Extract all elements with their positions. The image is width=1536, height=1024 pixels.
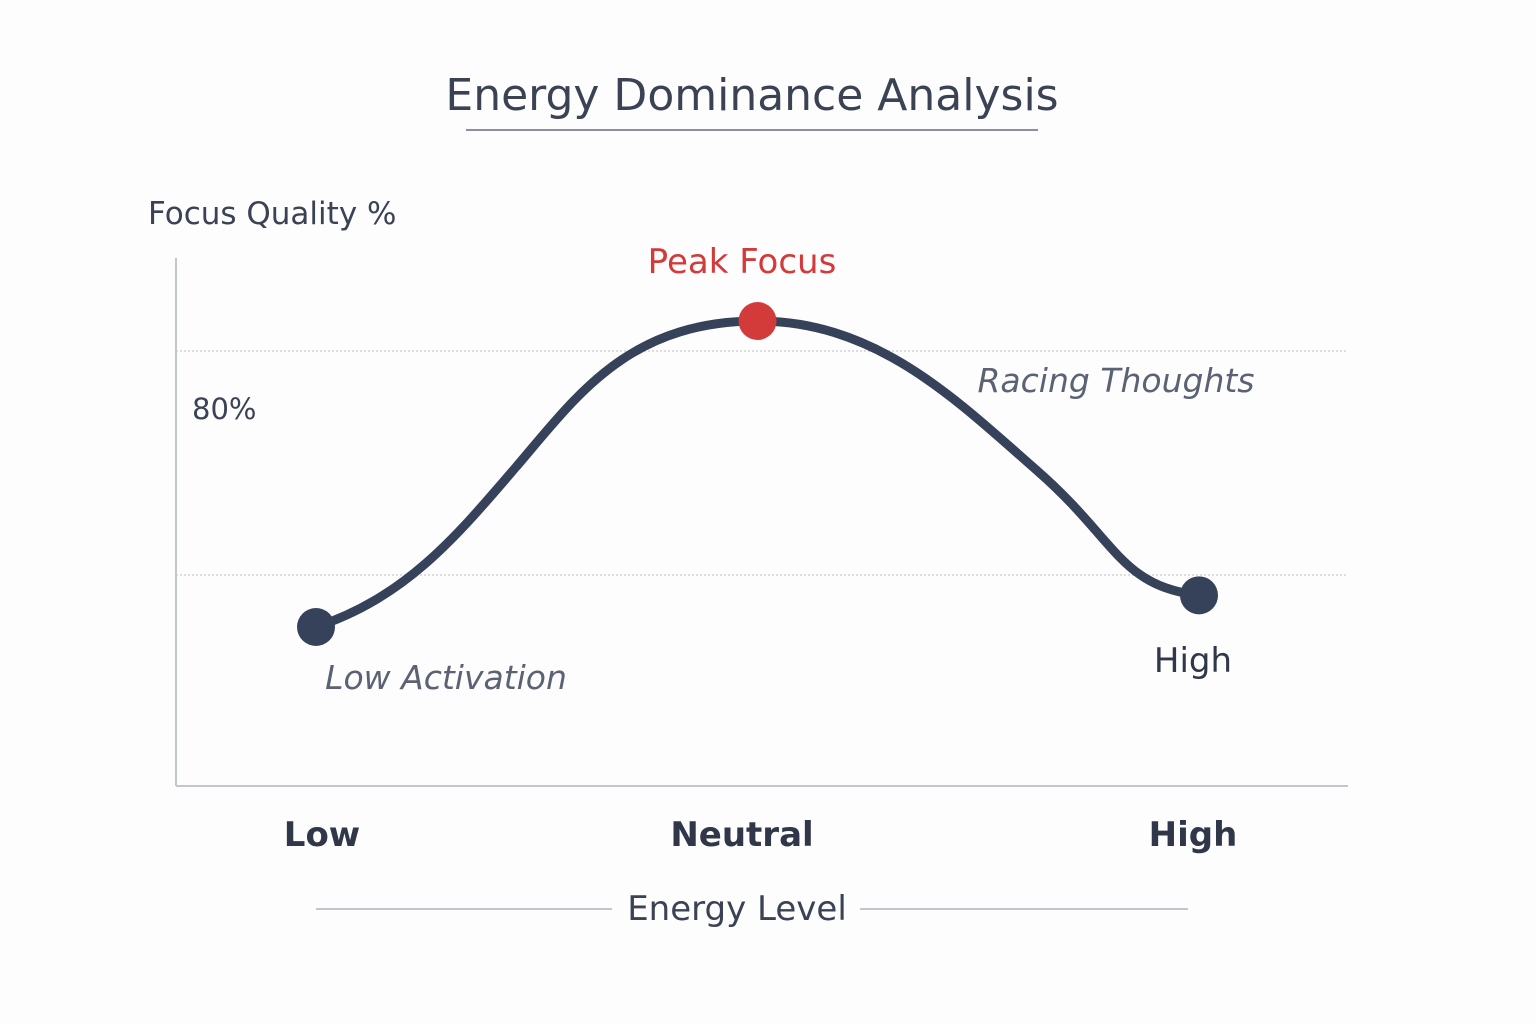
x-tick-high: High bbox=[1149, 815, 1238, 855]
annotation-high: High bbox=[1154, 641, 1232, 681]
y-tick-label: 80% bbox=[192, 392, 256, 426]
x-tick-neutral: Neutral bbox=[670, 815, 813, 855]
annotation-low-activation: Low Activation bbox=[325, 658, 567, 697]
x-tick-low: Low bbox=[284, 815, 360, 855]
y-axis-title: Focus Quality % bbox=[148, 196, 396, 232]
data-point-high bbox=[1180, 576, 1218, 615]
annotation-racing-thoughts: Racing Thoughts bbox=[978, 361, 1255, 400]
annotation-peak-focus: Peak Focus bbox=[648, 242, 837, 282]
chart-title: Energy Dominance Analysis bbox=[445, 70, 1058, 121]
data-point-peak bbox=[738, 302, 777, 340]
data-point-low bbox=[297, 608, 335, 646]
x-axis-title: Energy Level bbox=[627, 889, 847, 929]
